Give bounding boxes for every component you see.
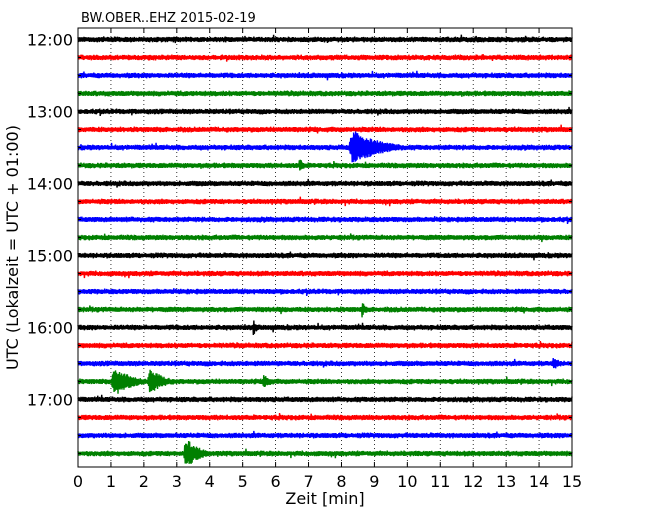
plot-frame: [77, 27, 573, 468]
y-axis-label: UTC (Lokalzeit = UTC + 01:00): [3, 125, 22, 370]
trace-row-8: [77, 178, 573, 188]
trace-row-9: [77, 196, 573, 207]
x-tick-label: 6: [271, 472, 281, 491]
y-tick-label: 16:00: [27, 319, 73, 338]
x-tick-label: 11: [430, 472, 450, 491]
x-tick-label: 5: [238, 472, 248, 491]
x-tick-label: 9: [369, 472, 379, 491]
x-tick-label: 8: [336, 472, 346, 491]
chart-title: BW.OBER..EHZ 2015-02-19: [81, 11, 256, 26]
trace-row-16: [77, 320, 573, 336]
seismic-traces: [77, 34, 573, 464]
trace-row-7: [77, 159, 573, 171]
trace-row-20: [77, 394, 573, 403]
trace-row-12: [77, 251, 573, 261]
trace-row-2: [77, 70, 573, 81]
trace-row-5: [77, 124, 573, 134]
trace-row-23: [77, 441, 573, 464]
x-tick-label: 15: [562, 472, 582, 491]
trace-row-13: [77, 270, 573, 279]
y-axis-ticks: 12:00 13:00 14:00 15:00 16:00 17:00: [27, 31, 572, 454]
trace-row-18: [77, 358, 573, 369]
x-axis-ticks: 0 1 2 3 4 5 6 7 8 9 10 11 12 13 14 15: [73, 28, 582, 491]
trace-row-14: [77, 288, 573, 297]
trace-row-0: [77, 34, 573, 44]
y-tick-label: 17:00: [27, 391, 73, 410]
trace-row-1: [77, 53, 573, 62]
y-tick-label: 14:00: [27, 175, 73, 194]
y-tick-label: 13:00: [27, 103, 73, 122]
trace-row-21: [77, 412, 573, 421]
trace-row-17: [77, 340, 573, 349]
x-tick-label: 1: [106, 472, 116, 491]
x-axis-label: Zeit [min]: [285, 489, 364, 508]
trace-row-6: [77, 131, 573, 163]
trace-row-15: [77, 303, 573, 318]
x-tick-label: 7: [303, 472, 313, 491]
x-tick-label: 3: [172, 472, 182, 491]
x-tick-label: 13: [496, 472, 516, 491]
trace-row-4: [77, 106, 573, 117]
trace-row-19: [77, 369, 573, 394]
y-tick-label: 12:00: [27, 31, 73, 50]
x-tick-label: 0: [73, 472, 83, 491]
x-tick-label: 14: [529, 472, 549, 491]
y-tick-label: 15:00: [27, 247, 73, 266]
trace-row-10: [77, 216, 573, 225]
x-tick-label: 2: [139, 472, 149, 491]
x-tick-label: 4: [205, 472, 215, 491]
trace-row-11: [77, 233, 573, 243]
x-tick-label: 12: [463, 472, 483, 491]
x-tick-label: 10: [397, 472, 417, 491]
trace-row-3: [77, 90, 573, 97]
trace-row-22: [77, 430, 573, 439]
